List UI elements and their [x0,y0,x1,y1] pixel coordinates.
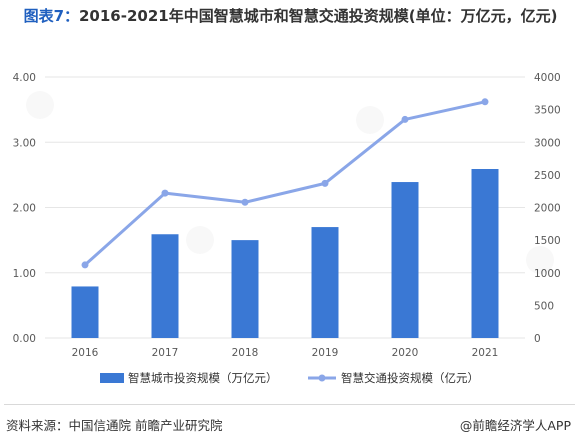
bar [231,240,259,338]
watermark-layer [26,91,554,274]
bar-series [71,169,499,338]
right-tick-label: 500 [534,300,554,312]
left-tick-label: 3.00 [13,137,36,149]
bar [311,227,339,338]
right-tick-label: 0 [534,333,541,345]
left-tick-label: 1.00 [13,268,36,280]
legend-line-marker [318,374,326,382]
right-tick-label: 3000 [534,137,561,149]
x-tick-label: 2021 [472,347,499,359]
line-point [161,189,169,197]
x-axis-ticks: 2016 2017 2018 2019 2020 2021 [72,347,499,359]
line-point [321,179,329,187]
x-tick-label: 2017 [152,347,179,359]
watermark-logo-icon [186,226,214,254]
series-line [83,100,486,267]
line-series [81,98,489,269]
left-axis-ticks: 0.00 1.00 2.00 3.00 4.00 [13,72,36,345]
line-point [241,198,249,206]
chart-title: 图表7：2016-2021年中国智慧城市和智慧交通投资规模(单位：万亿元，亿元) [8,6,573,26]
bar [151,234,179,338]
figure-label: 图表7： [23,7,79,25]
title-text: 2016-2021年中国智慧城市和智慧交通投资规模(单位：万亿元，亿元) [79,7,558,25]
legend-bar-swatch [100,373,124,383]
left-tick-label: 2.00 [13,203,36,215]
right-tick-label: 1000 [534,268,561,280]
bar [471,169,499,338]
watermark-logo-icon [356,106,384,134]
watermark-logo-icon [526,246,554,274]
right-tick-label: 3500 [534,105,561,117]
x-tick-label: 2018 [232,347,259,359]
left-tick-label: 4.00 [13,72,36,84]
line-point [401,115,409,123]
footer: 资料来源：中国信通院 前瞻产业研究院 @前瞻经济学人APP [0,404,579,444]
chart-canvas: 0.00 1.00 2.00 3.00 4.00 0 500 1000 1500 2000 250… [13,72,561,385]
legend: 智慧城市投资规模（万亿元） 智慧交通投资规模（亿元） [100,371,479,385]
legend-line-label: 智慧交通投资规模（亿元） [341,371,479,385]
left-tick-label: 0.00 [13,333,36,345]
line-point [481,98,489,106]
right-tick-label: 4000 [534,72,561,84]
right-tick-label: 1500 [534,235,561,247]
x-tick-label: 2019 [312,347,339,359]
bar [391,182,419,338]
footer-divider [4,404,575,405]
right-tick-label: 2500 [534,170,561,182]
legend-bar-label: 智慧城市投资规模（万亿元） [128,371,278,385]
line-point [81,261,89,269]
right-axis-ticks: 0 500 1000 1500 2000 2500 3000 3500 4000 [534,72,561,345]
grid-lines [45,76,525,339]
right-tick-label: 2000 [534,203,561,215]
x-tick-label: 2020 [392,347,419,359]
credit-note: @前瞻经济学人APP [459,418,571,433]
watermark-logo-icon [26,91,54,119]
x-tick-label: 2016 [72,347,99,359]
source-note: 资料来源：中国信通院 前瞻产业研究院 [6,418,223,433]
bar [71,286,99,338]
